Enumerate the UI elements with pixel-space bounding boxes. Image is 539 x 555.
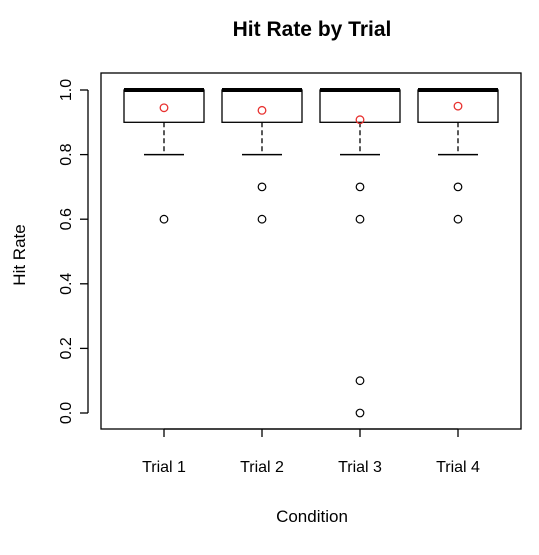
y-tick-label: 1.0 (58, 79, 75, 101)
outlier-point (159, 214, 169, 224)
y-tick-label: 0.0 (58, 402, 75, 424)
y-tick-label: 0.4 (58, 273, 75, 295)
x-axis-label: Condition (276, 507, 348, 526)
iqr-box (319, 89, 401, 123)
y-axis: 0.0 0.2 0.4 0.6 0.8 1.0 (58, 79, 89, 424)
outlier-point (355, 376, 365, 386)
x-tick-label: Trial 3 (338, 459, 382, 476)
x-tick-label: Trial 1 (142, 459, 186, 476)
y-tick-label: 0.8 (58, 143, 75, 165)
x-tick-label: Trial 2 (240, 459, 284, 476)
mean-point (257, 105, 267, 115)
box-4 (417, 88, 499, 224)
outlier-point (453, 182, 463, 192)
box-1 (123, 88, 205, 224)
outlier-point (257, 214, 267, 224)
box-2 (221, 88, 303, 224)
chart-title: Hit Rate by Trial (233, 18, 392, 41)
outlier-point (257, 182, 267, 192)
iqr-box (417, 89, 499, 123)
iqr-box (123, 89, 205, 123)
x-tick-label: Trial 4 (436, 459, 480, 476)
outlier-point (355, 214, 365, 224)
mean-point (159, 103, 169, 113)
y-tick-label: 0.2 (58, 337, 75, 359)
box-3 (319, 88, 401, 418)
mean-point (355, 115, 365, 125)
outlier-point (355, 182, 365, 192)
y-axis-label: Hit Rate (10, 224, 29, 285)
outlier-point (453, 214, 463, 224)
mean-point (453, 101, 463, 111)
outlier-point (355, 408, 365, 418)
boxes-group (123, 88, 499, 418)
x-axis: Trial 1 Trial 2 Trial 3 Trial 4 (142, 428, 480, 476)
y-tick-label: 0.6 (58, 208, 75, 230)
